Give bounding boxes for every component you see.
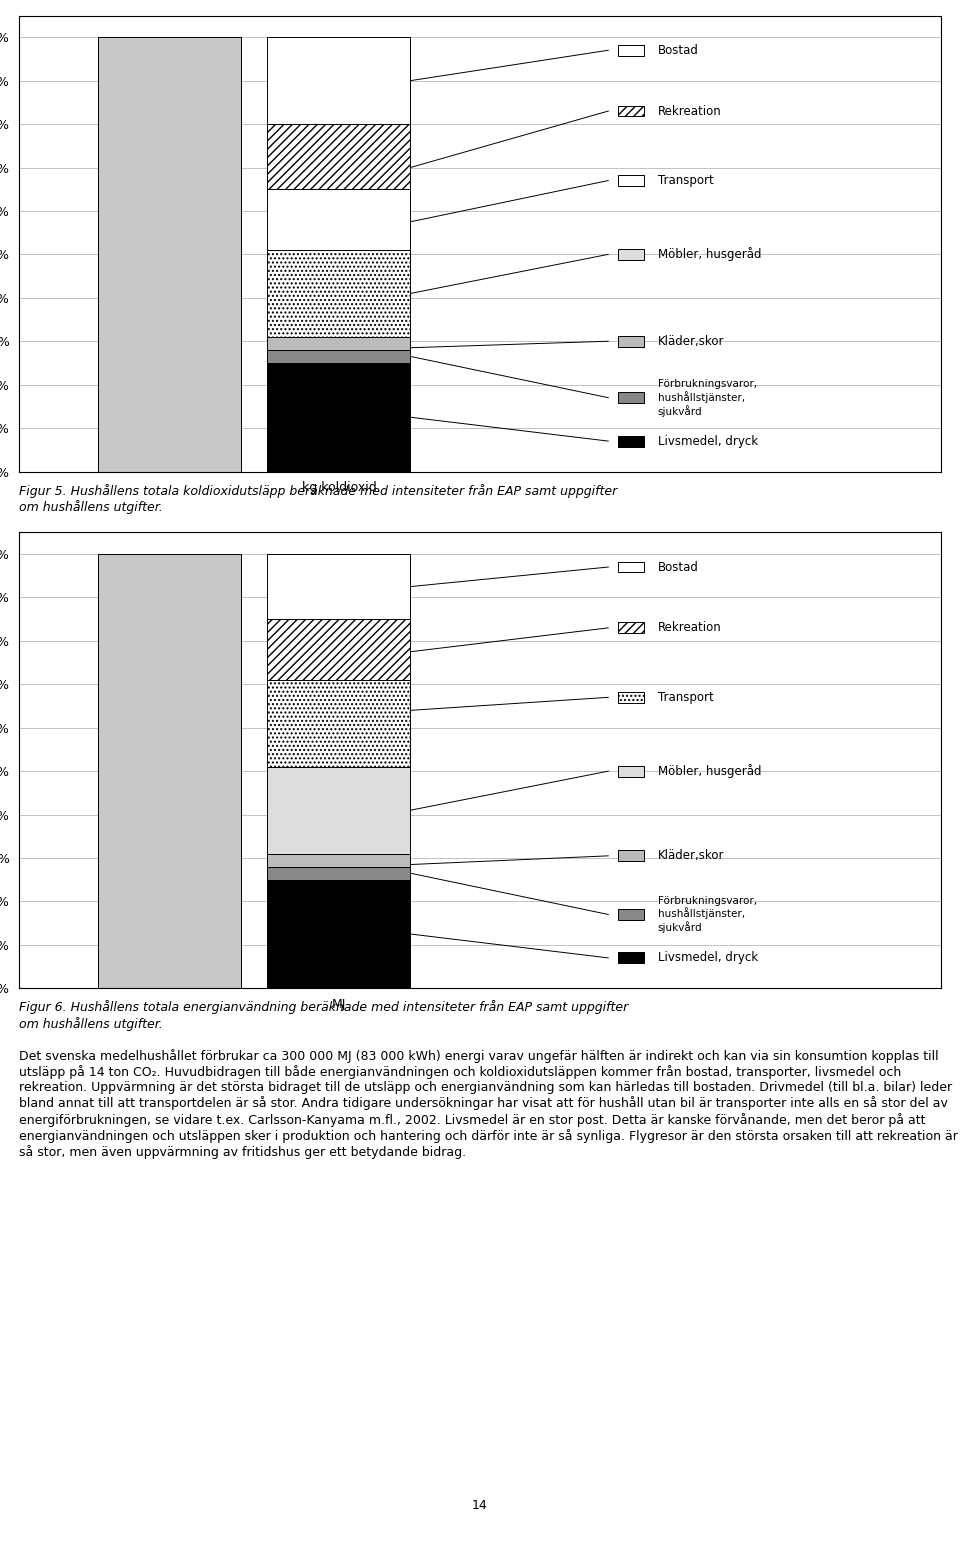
Bar — [268, 363, 411, 472]
FancyBboxPatch shape — [618, 766, 644, 777]
Bar — [268, 867, 411, 879]
Bar — [268, 853, 411, 867]
FancyBboxPatch shape — [618, 909, 644, 920]
FancyBboxPatch shape — [618, 248, 644, 259]
Text: Figur 5. Hushållens totala koldioxidutsläpp beräknade med intensiteter från EAP : Figur 5. Hushållens totala koldioxidutsl… — [19, 484, 617, 513]
Bar — [268, 619, 411, 679]
Text: Bostad: Bostad — [658, 43, 699, 57]
Text: Livsmedel, dryck: Livsmedel, dryck — [658, 434, 757, 448]
Bar — [268, 124, 411, 189]
FancyBboxPatch shape — [618, 337, 644, 347]
FancyBboxPatch shape — [618, 436, 644, 447]
Bar — [268, 554, 411, 619]
FancyBboxPatch shape — [618, 45, 644, 56]
Text: Möbler, husgeråd: Möbler, husgeråd — [658, 247, 761, 262]
Text: Kläder,skor: Kläder,skor — [658, 850, 724, 862]
Bar — [268, 250, 411, 337]
Text: Bostad: Bostad — [658, 560, 699, 574]
Bar — [268, 337, 411, 351]
Text: Transport: Transport — [658, 174, 713, 188]
Text: Transport: Transport — [658, 690, 713, 704]
Bar — [268, 879, 411, 988]
FancyBboxPatch shape — [618, 561, 644, 572]
Text: Livsmedel, dryck: Livsmedel, dryck — [658, 951, 757, 965]
FancyBboxPatch shape — [618, 850, 644, 861]
Bar — [98, 554, 241, 988]
Bar — [268, 351, 411, 363]
Text: Det svenska medelhushållet förbrukar ca 300 000 MJ (83 000 kWh) energi varav ung: Det svenska medelhushållet förbrukar ca … — [19, 1048, 958, 1159]
FancyBboxPatch shape — [618, 392, 644, 403]
Text: Förbrukningsvaror,
hushållstjänster,
sjukvård: Förbrukningsvaror, hushållstjänster, sju… — [658, 895, 756, 934]
Text: Kläder,skor: Kläder,skor — [658, 335, 724, 347]
Text: Möbler, husgeråd: Möbler, husgeråd — [658, 765, 761, 779]
Bar — [268, 679, 411, 766]
FancyBboxPatch shape — [618, 952, 644, 963]
Text: Rekreation: Rekreation — [658, 104, 721, 118]
Bar — [98, 37, 241, 472]
Text: Figur 6. Hushållens totala energianvändning beräknade med intensiteter från EAP : Figur 6. Hushållens totala energianvändn… — [19, 1000, 629, 1030]
Text: 14: 14 — [472, 1498, 488, 1512]
FancyBboxPatch shape — [618, 622, 644, 633]
FancyBboxPatch shape — [618, 105, 644, 116]
Bar — [268, 37, 411, 124]
Text: Rekreation: Rekreation — [658, 622, 721, 634]
Text: Förbrukningsvaror,
hushållstjänster,
sjukvård: Förbrukningsvaror, hushållstjänster, sju… — [658, 378, 756, 417]
Bar — [268, 766, 411, 853]
FancyBboxPatch shape — [618, 175, 644, 186]
Bar — [268, 189, 411, 250]
FancyBboxPatch shape — [618, 692, 644, 703]
